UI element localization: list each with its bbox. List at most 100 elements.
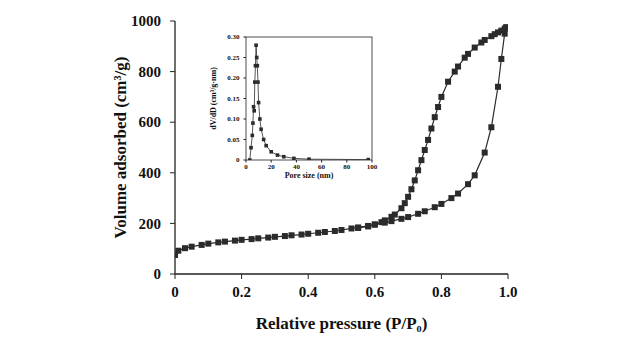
data-point	[405, 214, 411, 220]
y-axis	[174, 21, 175, 274]
data-point	[415, 211, 421, 217]
data-point	[355, 224, 361, 230]
data-point	[259, 127, 263, 131]
y-tick	[244, 119, 247, 120]
data-point	[398, 205, 404, 211]
x-tick-label: 80	[343, 163, 351, 171]
data-group	[248, 43, 370, 160]
data-point	[415, 167, 421, 173]
data-point	[249, 146, 253, 150]
data-point	[472, 45, 478, 51]
figure: 00.20.40.60.81.002004006008001000Relativ…	[0, 0, 633, 344]
data-point	[282, 233, 288, 239]
x-tick	[241, 274, 242, 279]
y-tick-label: 0.25	[227, 54, 240, 62]
y-tick	[244, 37, 247, 38]
x-tick	[508, 274, 509, 279]
data-point	[465, 181, 471, 187]
y-tick-label: 1000	[131, 13, 161, 29]
data-point	[435, 104, 441, 110]
x-axis-label: Relative pressure (P/P₀)	[256, 314, 428, 333]
x-tick	[175, 274, 176, 279]
x-tick	[441, 274, 442, 279]
data-point	[189, 244, 195, 250]
y-axis-label: Volume adsorbed (cm³/g)	[111, 56, 130, 238]
data-point	[432, 114, 438, 120]
y-tick-label: 0	[236, 156, 240, 164]
x-tick-label: 60	[318, 163, 326, 171]
data-point	[276, 153, 280, 157]
plot-frame	[246, 37, 372, 160]
data-point	[365, 223, 371, 229]
y-tick-label: 600	[139, 114, 162, 130]
data-point	[251, 121, 255, 125]
data-point	[182, 245, 188, 251]
data-point	[252, 105, 256, 109]
data-point	[339, 227, 345, 233]
y-tick	[170, 71, 175, 72]
data-point	[305, 231, 311, 237]
data-point	[272, 234, 278, 240]
data-point	[432, 204, 438, 210]
y-tick-label: 0.10	[227, 115, 240, 123]
data-point	[239, 237, 245, 243]
data-point	[248, 158, 252, 160]
y-tick-label: 400	[139, 165, 162, 181]
y-tick-label: 0	[154, 266, 162, 282]
y-tick	[244, 139, 247, 140]
data-point	[262, 138, 266, 142]
data-point	[232, 238, 238, 244]
data-group	[175, 24, 508, 258]
data-point	[256, 64, 260, 68]
x-tick	[374, 274, 375, 279]
x-tick	[308, 274, 309, 279]
x-tick-label: 0.6	[365, 284, 384, 300]
data-point	[452, 69, 458, 75]
data-point	[264, 144, 268, 148]
data-point	[428, 126, 434, 132]
data-point	[257, 101, 261, 105]
data-point	[249, 236, 255, 242]
x-tick-label: 40	[293, 163, 301, 171]
data-point	[488, 33, 494, 39]
data-point	[205, 241, 211, 247]
data-point	[255, 235, 261, 241]
data-point	[265, 235, 271, 241]
data-point	[254, 43, 258, 47]
data-point	[315, 230, 321, 236]
y-tick-label: 0.15	[227, 95, 240, 103]
series-line	[250, 45, 368, 160]
data-point	[422, 208, 428, 214]
data-point	[462, 55, 468, 61]
data-point	[175, 248, 181, 254]
data-point	[405, 194, 411, 200]
y-tick-label: 0.05	[227, 136, 240, 144]
y-tick	[244, 57, 247, 58]
x-axis	[175, 273, 508, 274]
inset-chart: 02040608010000.050.100.150.200.250.30Por…	[209, 33, 378, 180]
series-line	[358, 27, 506, 228]
x-tick-label: 0	[244, 163, 248, 171]
data-point	[366, 158, 370, 160]
data-point	[445, 79, 451, 85]
y-axis-label: dV/dD (cm³/g·nm)	[209, 67, 218, 130]
data-point	[455, 191, 461, 197]
data-point	[438, 94, 444, 100]
data-point	[332, 228, 338, 234]
y-tick	[244, 98, 247, 99]
data-point	[307, 157, 311, 160]
data-point	[256, 80, 260, 84]
y-tick	[244, 78, 247, 79]
x-tick-label: 20	[268, 163, 276, 171]
y-tick-label: 0.20	[227, 74, 240, 82]
data-point	[425, 137, 431, 143]
y-tick-label: 0.30	[227, 33, 240, 41]
data-point	[292, 157, 296, 160]
data-point	[215, 239, 221, 245]
y-tick-label: 200	[139, 216, 162, 232]
data-point	[199, 242, 205, 248]
x-tick-label: 100	[367, 163, 378, 171]
x-tick-label: 0.8	[432, 284, 451, 300]
data-point	[482, 150, 488, 156]
x-tick-label: 1.0	[499, 284, 518, 300]
